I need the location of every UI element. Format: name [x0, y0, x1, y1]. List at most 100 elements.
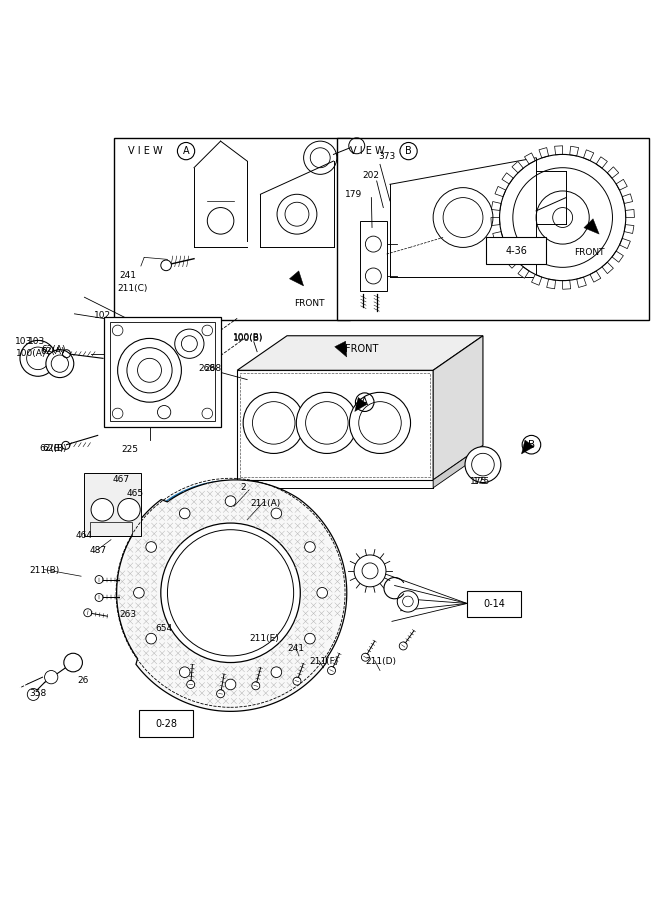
- Polygon shape: [539, 148, 549, 158]
- Text: 100(B): 100(B): [233, 334, 263, 343]
- Text: 4-36: 4-36: [505, 246, 527, 256]
- Bar: [109, 322, 215, 421]
- Circle shape: [225, 496, 236, 507]
- Polygon shape: [584, 219, 599, 234]
- Bar: [114, 138, 350, 320]
- Bar: [90, 522, 132, 536]
- Text: 102: 102: [94, 310, 111, 320]
- Circle shape: [118, 480, 344, 706]
- Text: 654: 654: [155, 624, 173, 633]
- Circle shape: [225, 680, 236, 689]
- Circle shape: [271, 508, 281, 518]
- Text: 26: 26: [78, 676, 89, 685]
- Polygon shape: [433, 336, 483, 480]
- Circle shape: [161, 260, 171, 271]
- Circle shape: [64, 653, 83, 672]
- Text: 211(B): 211(B): [29, 566, 59, 575]
- Circle shape: [117, 499, 140, 521]
- Polygon shape: [532, 274, 542, 285]
- Circle shape: [296, 392, 358, 454]
- Circle shape: [305, 634, 315, 644]
- Bar: [467, 590, 522, 617]
- Bar: [486, 238, 546, 264]
- Text: 268: 268: [199, 364, 216, 373]
- Text: 225: 225: [121, 445, 138, 454]
- Circle shape: [398, 590, 418, 612]
- Text: 211(C): 211(C): [117, 284, 148, 293]
- Text: 62(B): 62(B): [43, 445, 67, 454]
- Polygon shape: [590, 271, 601, 283]
- Circle shape: [187, 680, 195, 688]
- Circle shape: [252, 682, 259, 689]
- Circle shape: [117, 338, 181, 402]
- Text: 62(A): 62(A): [40, 347, 65, 356]
- Text: 487: 487: [89, 546, 106, 555]
- Polygon shape: [602, 262, 614, 274]
- Text: 100(B): 100(B): [233, 333, 263, 342]
- Circle shape: [354, 555, 386, 587]
- Text: FRONT: FRONT: [346, 344, 379, 354]
- Polygon shape: [522, 440, 534, 454]
- Polygon shape: [518, 267, 529, 278]
- Text: B: B: [405, 146, 412, 156]
- Bar: [139, 710, 193, 737]
- Circle shape: [400, 642, 408, 650]
- Text: 211(E): 211(E): [250, 634, 279, 644]
- Bar: [104, 317, 221, 427]
- Text: 241: 241: [287, 644, 304, 653]
- Text: 358: 358: [29, 689, 47, 698]
- Text: 211(D): 211(D): [366, 657, 396, 666]
- Text: 175: 175: [470, 477, 488, 486]
- Circle shape: [146, 634, 157, 644]
- Polygon shape: [624, 225, 634, 233]
- Polygon shape: [237, 370, 433, 480]
- Polygon shape: [493, 231, 503, 241]
- Text: 103: 103: [15, 337, 32, 346]
- Text: A: A: [183, 146, 189, 156]
- Polygon shape: [570, 146, 578, 156]
- Text: 2: 2: [241, 483, 246, 492]
- Text: V I E W: V I E W: [127, 146, 162, 156]
- Text: 211(F): 211(F): [309, 657, 339, 666]
- Circle shape: [317, 588, 327, 598]
- Circle shape: [271, 667, 281, 678]
- Text: 202: 202: [362, 171, 379, 180]
- Text: FRONT: FRONT: [293, 300, 324, 309]
- Polygon shape: [117, 480, 347, 711]
- Circle shape: [465, 446, 501, 482]
- Text: 62(B): 62(B): [39, 445, 64, 454]
- Text: 211(A): 211(A): [251, 499, 281, 508]
- Polygon shape: [335, 341, 347, 357]
- Circle shape: [217, 689, 225, 698]
- Text: 268: 268: [204, 364, 221, 373]
- Text: 103: 103: [28, 337, 45, 346]
- Polygon shape: [524, 153, 536, 164]
- Circle shape: [305, 542, 315, 553]
- Polygon shape: [547, 279, 556, 289]
- Polygon shape: [555, 146, 563, 155]
- Text: 373: 373: [378, 152, 396, 161]
- Polygon shape: [607, 166, 619, 178]
- Polygon shape: [512, 161, 524, 173]
- Text: A: A: [361, 397, 368, 407]
- Polygon shape: [596, 157, 608, 168]
- Bar: [337, 138, 649, 320]
- Circle shape: [362, 653, 370, 662]
- Circle shape: [84, 608, 92, 617]
- Circle shape: [27, 688, 39, 700]
- Text: FRONT: FRONT: [574, 248, 605, 256]
- Circle shape: [327, 667, 336, 674]
- Circle shape: [350, 392, 411, 454]
- Polygon shape: [506, 256, 518, 268]
- Text: 0-14: 0-14: [484, 599, 505, 609]
- Polygon shape: [433, 455, 468, 488]
- Polygon shape: [563, 280, 571, 289]
- Polygon shape: [584, 149, 594, 161]
- Polygon shape: [626, 210, 634, 218]
- Text: 175: 175: [473, 477, 490, 486]
- Circle shape: [293, 677, 301, 685]
- Text: V I E W: V I E W: [350, 146, 385, 156]
- Circle shape: [91, 499, 113, 521]
- Circle shape: [95, 593, 103, 601]
- Bar: [360, 220, 387, 291]
